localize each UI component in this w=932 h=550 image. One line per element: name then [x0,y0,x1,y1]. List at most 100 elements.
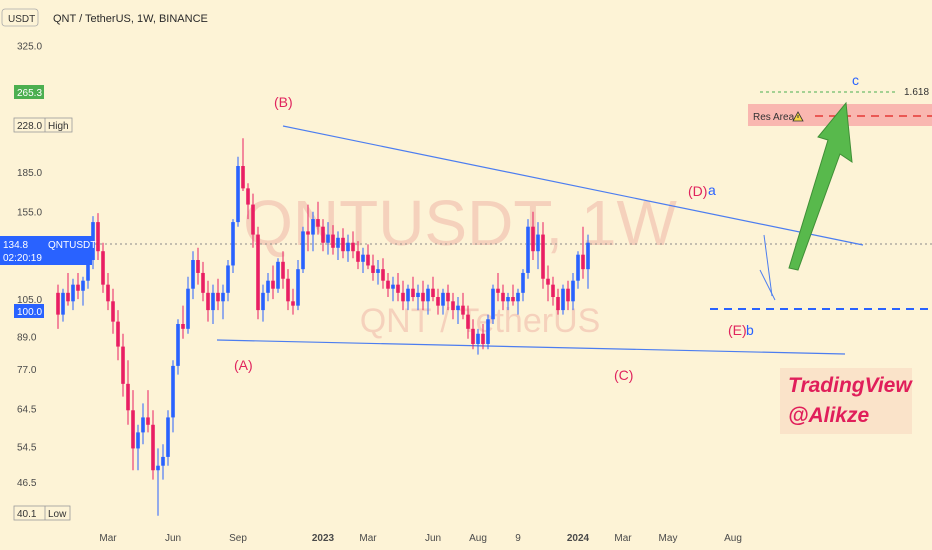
fib-1618-label: 1.618 [904,87,929,98]
candle-body [561,288,565,311]
candle-body [501,292,505,302]
upper-trendline [282,125,864,246]
candle-body [271,280,275,289]
candle-body [581,254,585,270]
y-tick-label: 105.0 [17,295,42,306]
candle-body [521,272,525,293]
candle-body [256,234,260,311]
wave-label-D: (D) [688,183,707,199]
candle-body [496,288,500,293]
svg-text:40.1: 40.1 [17,509,37,520]
x-tick-label: Sep [229,533,247,544]
x-tick-label: Aug [724,533,742,544]
svg-text:High: High [48,121,69,132]
candle-body [161,456,165,466]
candle-body [156,465,160,471]
header: USDT QNT / TetherUS, 1W, BINANCE [1,8,208,27]
x-tick-label: Jun [165,533,181,544]
candle-body [141,417,145,433]
candle-body [206,292,210,311]
x-tick-label: 2023 [312,533,335,544]
candle-body [356,251,360,262]
svg-text:Low: Low [48,509,67,520]
x-tick-label: Mar [99,533,117,544]
lower-trendline [216,339,846,355]
candle-body [361,254,365,262]
candle-body [61,292,65,315]
x-tick-label: 2024 [567,533,590,544]
candle-body [291,301,295,306]
candle-body [241,166,245,189]
candle-body [81,280,85,291]
x-tick-label: 9 [515,533,521,544]
svg-text:134.8: 134.8 [3,240,28,251]
candle-body [56,292,60,315]
res-area-label: Res Area [753,112,795,123]
candle-body [66,292,70,302]
y-axis[interactable]: 325.0185.0155.0125.0105.089.077.064.554.… [17,42,42,489]
candle-body [571,280,575,302]
wave-label-a: a [708,182,716,198]
candle-body [416,292,420,298]
candle-body [551,284,555,298]
y-tick-label: 46.5 [17,478,37,489]
candle-body [96,222,100,252]
candle-body [411,288,415,298]
currency-badge[interactable] [1,8,39,27]
candle-body [176,323,180,366]
candle-body [126,383,130,411]
candle-body [546,278,550,285]
candle-body [376,269,380,273]
candle-body [381,269,385,281]
x-tick-label: Mar [359,533,377,544]
candle-body [306,231,310,235]
wave-label-E: (E) [728,322,747,338]
svg-text:QNTUSDT: QNTUSDT [48,240,96,251]
x-tick-label: Jun [425,533,441,544]
y-tick-label: 155.0 [17,208,42,219]
svg-text:265.3: 265.3 [17,88,42,99]
x-axis[interactable]: Mar Jun Sep 2023 Mar Jun Aug 9 2024 Mar May Aug [99,533,742,544]
candle-body [261,292,265,311]
wave-label-C: (C) [614,367,633,383]
wave-label-b: b [746,322,754,338]
candle-body [76,284,80,291]
candle-body [491,288,495,320]
candle-body [471,328,475,344]
candle-body [336,237,340,248]
y-tick-label: 89.0 [17,332,37,343]
candle-body [146,417,150,425]
candle-body [211,292,215,311]
candles-group [56,138,590,516]
candle-body [311,219,315,235]
candle-body [316,219,320,227]
candle-body [346,242,350,252]
candle-body [536,234,540,252]
candle-body [71,284,75,302]
candle-body [446,292,450,302]
candle-body [426,288,430,302]
y-tick-label: 54.5 [17,442,37,453]
candle-body [86,260,90,281]
candle-body [451,301,455,311]
candle-body [566,288,570,302]
candle-body [116,321,120,347]
wave-label-B: (B) [274,94,293,110]
candle-body [401,292,405,302]
x-tick-label: Mar [614,533,632,544]
candle-body [101,251,105,285]
signature-line1: TradingView [788,374,913,397]
candle-body [556,297,560,311]
candle-body [586,242,590,270]
candle-body [266,280,270,293]
candle-body [91,222,95,261]
wave-label-c: c [852,72,859,88]
candle-body [406,288,410,302]
candle-body [296,269,300,306]
candle-body [151,424,155,471]
candle-body [231,222,235,266]
watermark-name: QNT / TetherUS [360,302,601,340]
price-tag-support: 100.0 [14,304,44,318]
